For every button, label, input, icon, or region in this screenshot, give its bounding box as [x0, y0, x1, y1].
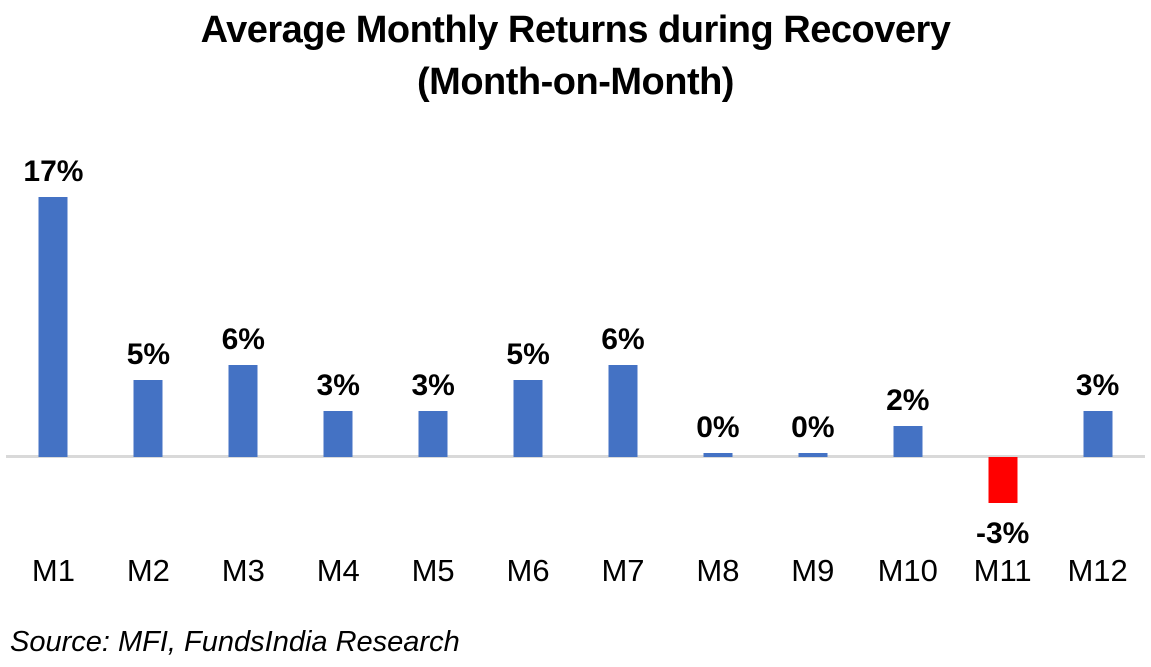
source-note: Source: MFI, FundsIndia Research — [10, 626, 460, 658]
bar-column-m9: 0% — [765, 140, 860, 507]
value-label-m3: 6% — [221, 323, 265, 356]
bar-m3 — [228, 365, 258, 457]
bar-m4 — [323, 411, 353, 457]
x-axis-labels: M1 M2 M3 M4 M5 M6 M7 M8 M9 M10 M11 M12 — [6, 552, 1145, 589]
category-label-m3: M3 — [221, 553, 265, 588]
bar-m12 — [1083, 411, 1113, 457]
bar-m8 — [703, 453, 733, 457]
value-label-m8: 0% — [696, 411, 740, 444]
bar-chart-plot-area: 17% 5% 6% 3% 3% 5% 6% 0% 0% 2% -3% 3% — [6, 140, 1145, 549]
category-label-m4: M4 — [316, 553, 360, 588]
category-label-m2: M2 — [126, 553, 170, 588]
value-label-m4: 3% — [316, 369, 360, 402]
category-label-m7: M7 — [601, 553, 645, 588]
bar-column-m5: 3% — [386, 140, 481, 507]
bar-m9 — [798, 453, 828, 457]
category-label-m5: M5 — [411, 553, 455, 588]
category-label-m6: M6 — [506, 553, 550, 588]
value-label-m10: 2% — [886, 384, 930, 417]
value-label-m1: 17% — [23, 155, 84, 188]
category-label-m1: M1 — [31, 553, 75, 588]
value-label-m5: 3% — [411, 369, 455, 402]
bar-m7 — [608, 365, 638, 457]
bar-m5 — [418, 411, 448, 457]
bar-column-m6: 5% — [481, 140, 576, 507]
x-axis-line — [6, 455, 1145, 458]
chart-title-line1: Average Monthly Returns during Recovery — [200, 9, 951, 51]
bar-m10 — [893, 426, 923, 457]
bar-m1 — [38, 197, 68, 457]
category-label-m12: M12 — [1067, 553, 1128, 588]
bar-column-m10: 2% — [860, 140, 955, 507]
category-label-m9: M9 — [791, 553, 835, 588]
value-label-m6: 5% — [506, 338, 550, 371]
chart-title: Average Monthly Returns during Recovery … — [0, 4, 1151, 109]
value-label-m12: 3% — [1075, 369, 1120, 402]
category-label-m8: M8 — [696, 553, 740, 588]
bar-column-m8: 0% — [670, 140, 765, 507]
chart-title-line2: (Month-on-Month) — [417, 61, 734, 104]
bar-column-m12: 3% — [1050, 140, 1145, 507]
bar-column-m2: 5% — [101, 140, 196, 507]
category-label-m11: M11 — [973, 553, 1032, 588]
bar-m6 — [513, 380, 543, 457]
value-label-m11: -3% — [975, 517, 1030, 550]
bar-column-m11: -3% — [955, 140, 1050, 549]
value-label-m9: 0% — [791, 411, 835, 444]
bar-column-m1: 17% — [6, 140, 101, 507]
category-label-m10: M10 — [877, 553, 938, 588]
bar-columns: 17% 5% 6% 3% 3% 5% 6% 0% 0% 2% -3% 3% — [6, 140, 1145, 549]
bar-column-m7: 6% — [576, 140, 671, 507]
value-label-m7: 6% — [601, 323, 645, 356]
bar-m11 — [988, 457, 1018, 503]
value-label-m2: 5% — [126, 338, 171, 371]
bar-m2 — [133, 380, 163, 457]
bar-column-m3: 6% — [196, 140, 291, 507]
bar-column-m4: 3% — [291, 140, 386, 507]
